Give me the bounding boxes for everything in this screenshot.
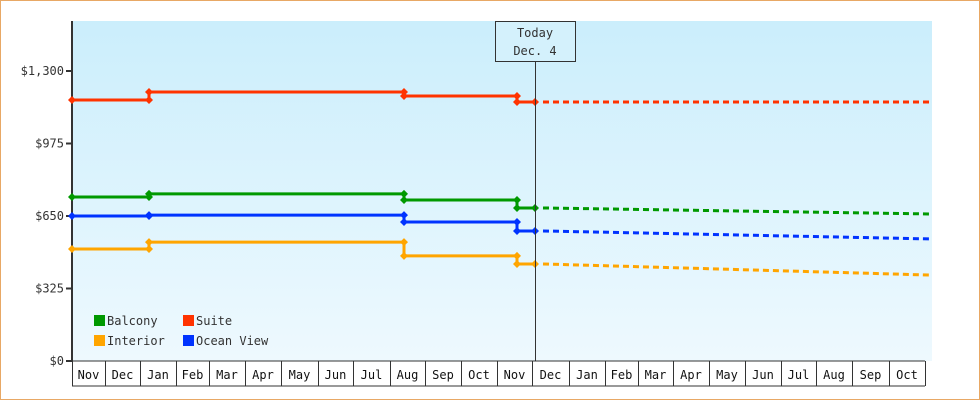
data-point-marker[interactable] <box>400 238 408 247</box>
legend-label: Interior <box>107 334 165 348</box>
legend-swatch <box>183 315 194 326</box>
legend-swatch <box>94 335 105 346</box>
month-label: Sep <box>860 368 882 382</box>
month-label: Jan <box>147 368 169 382</box>
data-point-marker[interactable] <box>68 212 76 220</box>
month-label: Aug <box>397 368 419 382</box>
month-label: Apr <box>680 368 702 382</box>
legend-swatch <box>183 335 194 346</box>
month-label: Oct <box>896 368 918 382</box>
plot-area <box>72 21 932 361</box>
data-point-marker[interactable] <box>145 87 153 96</box>
month-label: Sep <box>432 368 454 382</box>
data-point-marker[interactable] <box>145 211 153 220</box>
data-point-marker[interactable] <box>68 96 76 104</box>
y-tick-label: $0 <box>50 354 64 368</box>
forecast-line-interior <box>542 262 933 277</box>
month-label: Jul <box>788 368 810 382</box>
legend-item-interior[interactable]: Interior <box>94 334 165 348</box>
month-label: May <box>716 368 738 382</box>
data-point-marker[interactable] <box>513 195 521 204</box>
today-date: Dec. 4 <box>513 44 556 58</box>
month-label: Jun <box>325 368 347 382</box>
x-axis: Nov Dec Jan Feb Mar Apr May Jun Jul Aug Sep Oct Nov D… <box>72 360 926 387</box>
month-label: Jun <box>752 368 774 382</box>
data-point-marker[interactable] <box>513 91 521 100</box>
data-point-marker[interactable] <box>145 245 153 254</box>
data-point-marker[interactable] <box>400 211 408 220</box>
data-point-marker[interactable] <box>400 189 408 198</box>
month-label: Jul <box>361 368 383 382</box>
today-callout <box>495 21 576 62</box>
month-label: Apr <box>252 368 274 382</box>
legend: Balcony Suite Interior Ocean View <box>94 314 269 348</box>
today-marker: Today Dec. 4 <box>495 21 576 361</box>
legend-item-balcony[interactable]: Balcony <box>94 314 158 328</box>
month-label: Oct <box>468 368 490 382</box>
month-label: Feb <box>182 368 204 382</box>
y-tick-label: $1,300 <box>21 64 64 78</box>
y-tick-label: $325 <box>35 282 64 296</box>
data-point-marker[interactable] <box>400 218 408 227</box>
month-label: Nov <box>78 368 100 382</box>
month-label: Dec <box>540 368 562 382</box>
data-point-marker[interactable] <box>145 96 153 104</box>
data-point-marker[interactable] <box>513 259 521 268</box>
y-tick-label: $650 <box>35 209 64 223</box>
month-label: Aug <box>823 368 845 382</box>
data-point-marker[interactable] <box>145 238 153 247</box>
data-point-marker[interactable] <box>513 98 521 107</box>
month-label: Mar <box>645 368 667 382</box>
data-point-marker[interactable] <box>400 195 408 204</box>
legend-label: Balcony <box>107 314 158 328</box>
month-label: Feb <box>611 368 633 382</box>
data-point-marker[interactable] <box>513 203 521 212</box>
legend-item-suite[interactable]: Suite <box>183 314 232 328</box>
data-point-marker[interactable] <box>400 87 408 96</box>
data-point-marker[interactable] <box>513 251 521 260</box>
data-point-marker[interactable] <box>145 189 153 198</box>
legend-item-ocean-view[interactable]: Ocean View <box>183 334 269 348</box>
legend-label: Suite <box>196 314 232 328</box>
month-label: Mar <box>216 368 238 382</box>
forecast-line-balcony <box>542 206 933 216</box>
legend-label: Ocean View <box>196 334 269 348</box>
month-label: Jan <box>576 368 598 382</box>
data-point-marker[interactable] <box>400 91 408 100</box>
data-point-marker[interactable] <box>68 193 76 202</box>
y-axis: $0 $325 $650 $975 $1,300 <box>21 21 73 368</box>
data-point-marker[interactable] <box>68 245 76 254</box>
legend-swatch <box>94 315 105 326</box>
today-label: Today <box>517 26 553 40</box>
y-tick-label: $975 <box>35 137 64 151</box>
series-layer <box>68 87 933 277</box>
data-point-marker[interactable] <box>400 251 408 260</box>
data-point-marker[interactable] <box>513 218 521 227</box>
data-point-marker[interactable] <box>513 226 521 235</box>
month-label: May <box>289 368 311 382</box>
month-label: Nov <box>504 368 526 382</box>
month-label: Dec <box>112 368 134 382</box>
forecast-line-ocean-view <box>542 229 933 241</box>
